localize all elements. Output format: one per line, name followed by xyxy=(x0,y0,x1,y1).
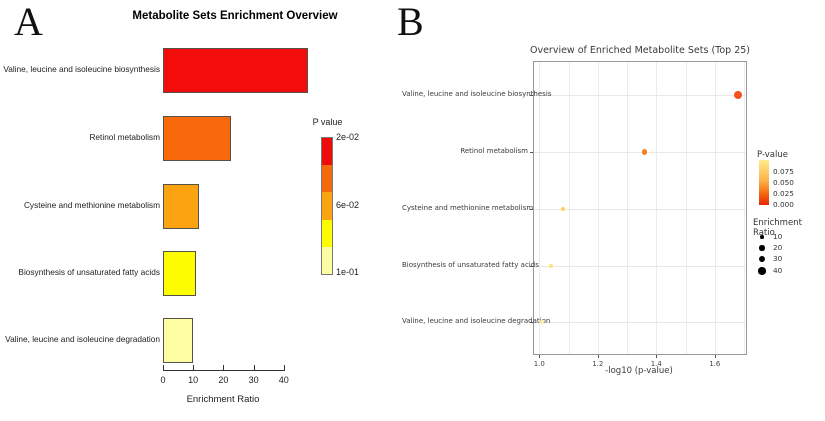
size-legend-dot xyxy=(759,245,765,251)
pvalue-legend-label: 0.050 xyxy=(773,178,794,187)
gridline-vertical xyxy=(539,62,541,354)
x-tick-label: 1.0 xyxy=(533,360,545,368)
category-label: Biosynthesis of unsaturated fatty acids xyxy=(402,261,539,269)
x-tick-label: 1.6 xyxy=(709,360,721,368)
x-tick-label: 30 xyxy=(248,375,259,385)
pvalue-legend-label: 2e-02 xyxy=(336,132,360,142)
pvalue-legend-label: 0.025 xyxy=(773,189,794,198)
size-legend-label: 20 xyxy=(773,243,783,252)
size-legend-dot xyxy=(758,267,766,275)
panel-a-xaxis-title: Enrichment Ratio xyxy=(186,394,260,405)
x-axis-tick xyxy=(223,365,225,370)
size-legend-dot xyxy=(760,235,764,239)
x-tick-label: 1.4 xyxy=(650,360,662,368)
bar xyxy=(163,317,194,363)
gridline-vertical xyxy=(568,62,570,354)
bar xyxy=(163,250,197,296)
category-label: Valine, leucine and isoleucine degradati… xyxy=(402,317,551,325)
size-legend-dot xyxy=(758,255,766,263)
pvalue-legend-label: 0.075 xyxy=(773,167,794,176)
category-label: Cysteine and methionine metabolism xyxy=(402,204,534,212)
data-point xyxy=(734,91,743,99)
panel-a-legend-colorbar xyxy=(321,137,333,275)
x-tick-label: 1.2 xyxy=(592,360,604,368)
panel-a-title: Metabolite Sets Enrichment Overview xyxy=(132,10,338,22)
x-axis-tick xyxy=(163,365,164,370)
x-axis-tick xyxy=(253,365,255,370)
gridline-vertical xyxy=(685,62,687,354)
category-label: Retinol metabolism xyxy=(89,132,160,142)
data-point xyxy=(560,207,565,211)
x-axis-tick xyxy=(597,355,599,358)
panel-b-letter: B xyxy=(397,0,424,44)
y-axis-tick xyxy=(530,322,533,323)
x-axis-tick xyxy=(714,355,716,358)
data-point xyxy=(641,149,648,155)
gridline-vertical xyxy=(627,62,629,354)
x-tick-label: 20 xyxy=(218,375,229,385)
bar xyxy=(163,183,200,229)
x-axis-line xyxy=(163,370,285,371)
x-axis-tick xyxy=(539,355,541,358)
gridline-vertical xyxy=(656,62,658,354)
pvalue-legend-label: 1e-01 xyxy=(336,267,360,277)
pvalue-legend-label: 6e-02 xyxy=(336,200,360,210)
category-label: Cysteine and methionine metabolism xyxy=(23,200,160,210)
category-label: Valine, leucine and isoleucine degradati… xyxy=(5,334,160,344)
x-tick-label: 10 xyxy=(188,375,199,385)
size-legend-label: 40 xyxy=(773,266,783,275)
category-label: Valine, leucine and isoleucine biosynthe… xyxy=(402,90,552,98)
category-label: Retinol metabolism xyxy=(460,147,528,155)
y-axis-tick xyxy=(530,266,533,267)
x-axis-tick xyxy=(656,355,658,358)
gridline-horizontal xyxy=(534,152,746,153)
bar xyxy=(163,115,231,161)
gridline-vertical xyxy=(714,62,716,354)
pvalue-colorbar-segment xyxy=(322,138,332,166)
panel-b-xaxis-title: -log10 (p-value) xyxy=(605,366,673,376)
x-tick-label: 40 xyxy=(278,375,289,385)
panel-b-pvalue-legend-title: P-value xyxy=(757,150,788,160)
size-legend-label: 30 xyxy=(773,254,783,263)
y-axis-tick xyxy=(530,152,533,153)
gridline-horizontal xyxy=(534,209,746,210)
y-axis-tick xyxy=(530,95,533,96)
pvalue-legend-label: 0.000 xyxy=(773,200,794,209)
gridline-horizontal xyxy=(534,266,746,267)
panel-b-pvalue-legend-colorbar xyxy=(759,160,769,205)
category-label: Biosynthesis of unsaturated fatty acids xyxy=(18,267,160,277)
panel-a-letter: A xyxy=(14,0,43,44)
gridline-horizontal xyxy=(534,95,746,96)
x-axis-tick xyxy=(283,365,285,370)
data-point xyxy=(549,264,553,268)
data-point xyxy=(540,320,545,324)
pvalue-colorbar-segment xyxy=(322,192,332,220)
x-axis-tick xyxy=(193,365,195,370)
gridline-vertical xyxy=(744,62,746,354)
panel-a-legend-title: P value xyxy=(312,117,343,127)
size-legend-label: 10 xyxy=(773,232,783,241)
bar xyxy=(163,47,308,93)
x-tick-label: 0 xyxy=(160,375,166,385)
pvalue-colorbar-segment xyxy=(322,246,332,274)
pvalue-colorbar-segment xyxy=(322,165,332,193)
y-axis-tick xyxy=(530,209,533,210)
pvalue-colorbar-segment xyxy=(322,219,332,247)
panel-b-title: Overview of Enriched Metabolite Sets (To… xyxy=(529,45,751,56)
panel-b-size-legend-title: Enrichment Ratio xyxy=(753,218,802,238)
category-label: Valine, leucine and isoleucine biosynthe… xyxy=(3,64,160,74)
gridline-vertical xyxy=(597,62,599,354)
gridline-horizontal xyxy=(534,322,746,323)
